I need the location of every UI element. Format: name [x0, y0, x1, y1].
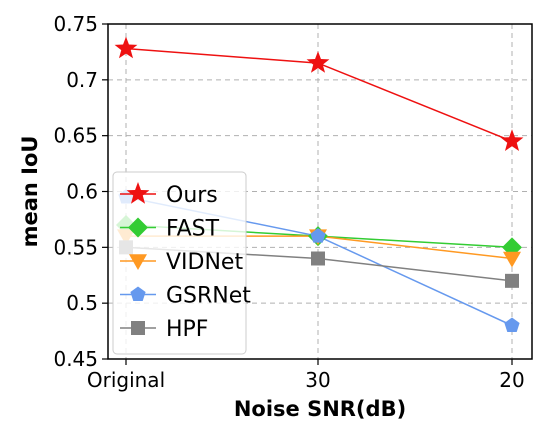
data-point-ours: [306, 51, 330, 73]
legend-label-vidnet: VIDNet: [166, 250, 243, 275]
y-tick-label: 0.75: [53, 12, 98, 36]
y-tick-label: 0.45: [53, 347, 98, 371]
x-tick-label: 20: [499, 368, 524, 392]
legend-label-hpf: HPF: [166, 317, 208, 342]
y-tick-label: 0.55: [53, 235, 98, 259]
legend-box: [112, 171, 247, 355]
legend-marker-vidnet: [129, 254, 147, 270]
data-point-fast: [502, 237, 522, 258]
legend-label-ours: Ours: [166, 183, 218, 208]
legend-marker-fast: [128, 217, 148, 238]
legend-marker-hpf: [131, 321, 145, 335]
x-tick-label: 30: [305, 368, 330, 392]
y-tick-label: 0.65: [53, 124, 98, 148]
data-point-hpf: [505, 273, 519, 288]
y-ticks: 0.45 0.5 0.55 0.6 0.65 0.7 0.75: [53, 12, 108, 371]
data-point-hpf: [311, 251, 325, 266]
legend-marker-gsrnet: [130, 286, 146, 301]
data-point-gsrnet: [310, 228, 326, 243]
data-point-ours: [114, 36, 138, 59]
data-point-ours: [500, 129, 524, 151]
data-point-vidnet: [503, 251, 521, 268]
legend: Ours FAST VIDNet GSRNet HPF: [112, 171, 251, 355]
y-tick-label: 0.5: [66, 291, 98, 315]
y-axis-label: mean IoU: [18, 136, 42, 248]
y-tick-label: 0.6: [66, 180, 98, 204]
legend-label-gsrnet: GSRNet: [166, 284, 251, 309]
legend-marker-ours: [126, 182, 150, 204]
x-axis-label: Noise SNR(dB): [234, 397, 406, 421]
y-tick-label: 0.7: [66, 68, 98, 92]
legend-label-fast: FAST: [166, 217, 220, 242]
data-point-gsrnet: [504, 317, 520, 332]
x-tick-label: Original: [87, 368, 165, 392]
x-ticks: Original 30 20: [87, 359, 525, 392]
